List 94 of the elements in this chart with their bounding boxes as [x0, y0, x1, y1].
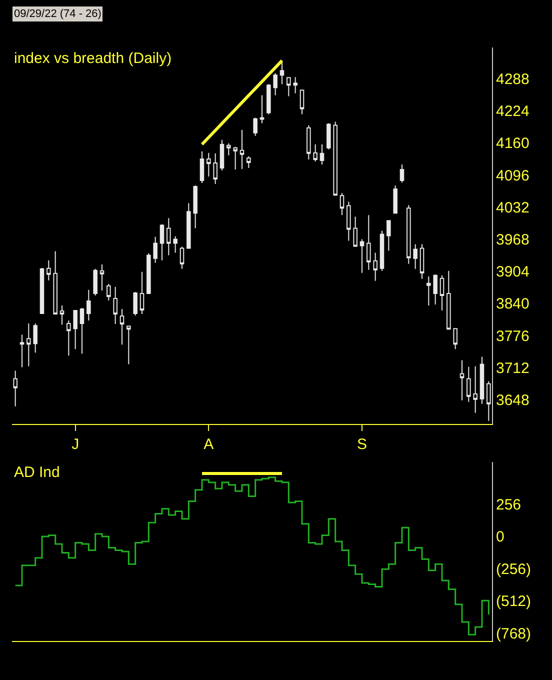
- candlestick: [393, 185, 398, 214]
- candlestick: [326, 122, 331, 150]
- y-tick-label: 4096: [496, 167, 530, 184]
- y-tick-label: (512): [496, 593, 532, 610]
- candlestick: [60, 304, 64, 326]
- candlestick: [413, 244, 418, 270]
- candlestick: [13, 370, 18, 407]
- candlestick: [460, 360, 464, 401]
- candlestick: [453, 328, 458, 350]
- candlestick: [120, 308, 124, 346]
- y-tick-label: 3840: [496, 296, 530, 313]
- candlestick: [40, 267, 44, 315]
- candlestick: [126, 325, 131, 365]
- candlestick: [293, 76, 298, 94]
- candlestick: [160, 224, 164, 261]
- y-tick-label: 4032: [496, 199, 530, 216]
- candlestick: [26, 323, 31, 367]
- y-tick-label: 3968: [496, 231, 530, 248]
- y-tick-label: 4288: [496, 70, 530, 88]
- candlestick: [46, 260, 51, 281]
- y-tick-label: 256: [496, 496, 522, 514]
- candlestick: [93, 268, 98, 296]
- candlestick: [246, 156, 251, 168]
- candlestick: [300, 89, 304, 115]
- candlestick: [173, 236, 178, 254]
- candlestick: [433, 274, 438, 305]
- candlestick: [106, 283, 111, 301]
- candlestick: [33, 323, 38, 354]
- candlestick: [373, 252, 378, 282]
- text: 09/29/22 (74 - 26): [14, 8, 102, 20]
- candlestick: [400, 164, 404, 184]
- y-tick-label: 4224: [496, 103, 530, 120]
- candlestick: [273, 72, 278, 96]
- candlestick: [340, 192, 344, 216]
- chart-title: index vs breadth (Daily): [14, 50, 172, 67]
- candlestick: [466, 366, 471, 402]
- candlestick: [186, 202, 191, 249]
- candlestick: [80, 308, 84, 354]
- candlestick: [180, 246, 184, 270]
- candlestick: [420, 244, 424, 280]
- candlestick: [346, 201, 351, 242]
- y-tick-label: 3904: [496, 264, 530, 281]
- candlestick: [226, 142, 231, 156]
- y-tick-label: 3648: [496, 392, 530, 410]
- candlestick: [220, 139, 224, 171]
- x-tick-label: S: [356, 436, 368, 453]
- candlestick: [440, 274, 444, 312]
- candlestick: [426, 276, 431, 306]
- candlestick: [473, 366, 478, 414]
- y-tick-label: 3776: [496, 328, 530, 345]
- candlestick: [86, 289, 91, 322]
- candlestick: [193, 185, 198, 229]
- y-tick-label: 0: [496, 528, 504, 546]
- candlestick: [280, 60, 284, 85]
- candlestick: [286, 76, 291, 97]
- candlestick: [100, 264, 104, 291]
- candlestick: [313, 144, 318, 162]
- candlestick: [206, 152, 211, 178]
- candlestick: [213, 152, 218, 185]
- candlestick: [446, 270, 451, 330]
- candlestick: [200, 150, 204, 184]
- candlestick: [306, 124, 311, 160]
- candlestick: [386, 220, 391, 252]
- candlestick: [53, 250, 58, 315]
- x-tick-label: A: [204, 436, 214, 453]
- candlestick: [360, 238, 364, 274]
- candlestick: [366, 214, 371, 270]
- candlestick: [480, 356, 484, 404]
- chart-title: AD Ind: [14, 464, 60, 481]
- candlestick: [380, 230, 384, 272]
- y-tick-label: 3712: [496, 360, 530, 377]
- candlestick: [260, 94, 264, 124]
- candlestick: [153, 236, 158, 264]
- candlestick: [73, 310, 78, 350]
- candlestick: [266, 84, 271, 115]
- candlestick: [113, 286, 118, 325]
- candlestick: [333, 121, 338, 196]
- candlestick: [406, 204, 411, 264]
- candlestick: [140, 271, 144, 315]
- candlestick: [233, 146, 238, 170]
- y-tick-label: (256): [496, 560, 532, 578]
- candlestick: [66, 320, 71, 356]
- candlestick: [240, 129, 244, 170]
- candlestick: [146, 252, 151, 294]
- candlestick: [253, 117, 258, 136]
- x-tick-label: J: [72, 436, 80, 453]
- candlestick: [20, 334, 24, 368]
- candlestick: [486, 380, 491, 422]
- y-tick-label: 4160: [496, 135, 530, 152]
- candlestick: [166, 218, 171, 256]
- candlestick: [353, 216, 358, 248]
- candlestick: [133, 291, 138, 316]
- y-tick-label: (768): [496, 625, 532, 642]
- candlestick: [320, 144, 324, 165]
